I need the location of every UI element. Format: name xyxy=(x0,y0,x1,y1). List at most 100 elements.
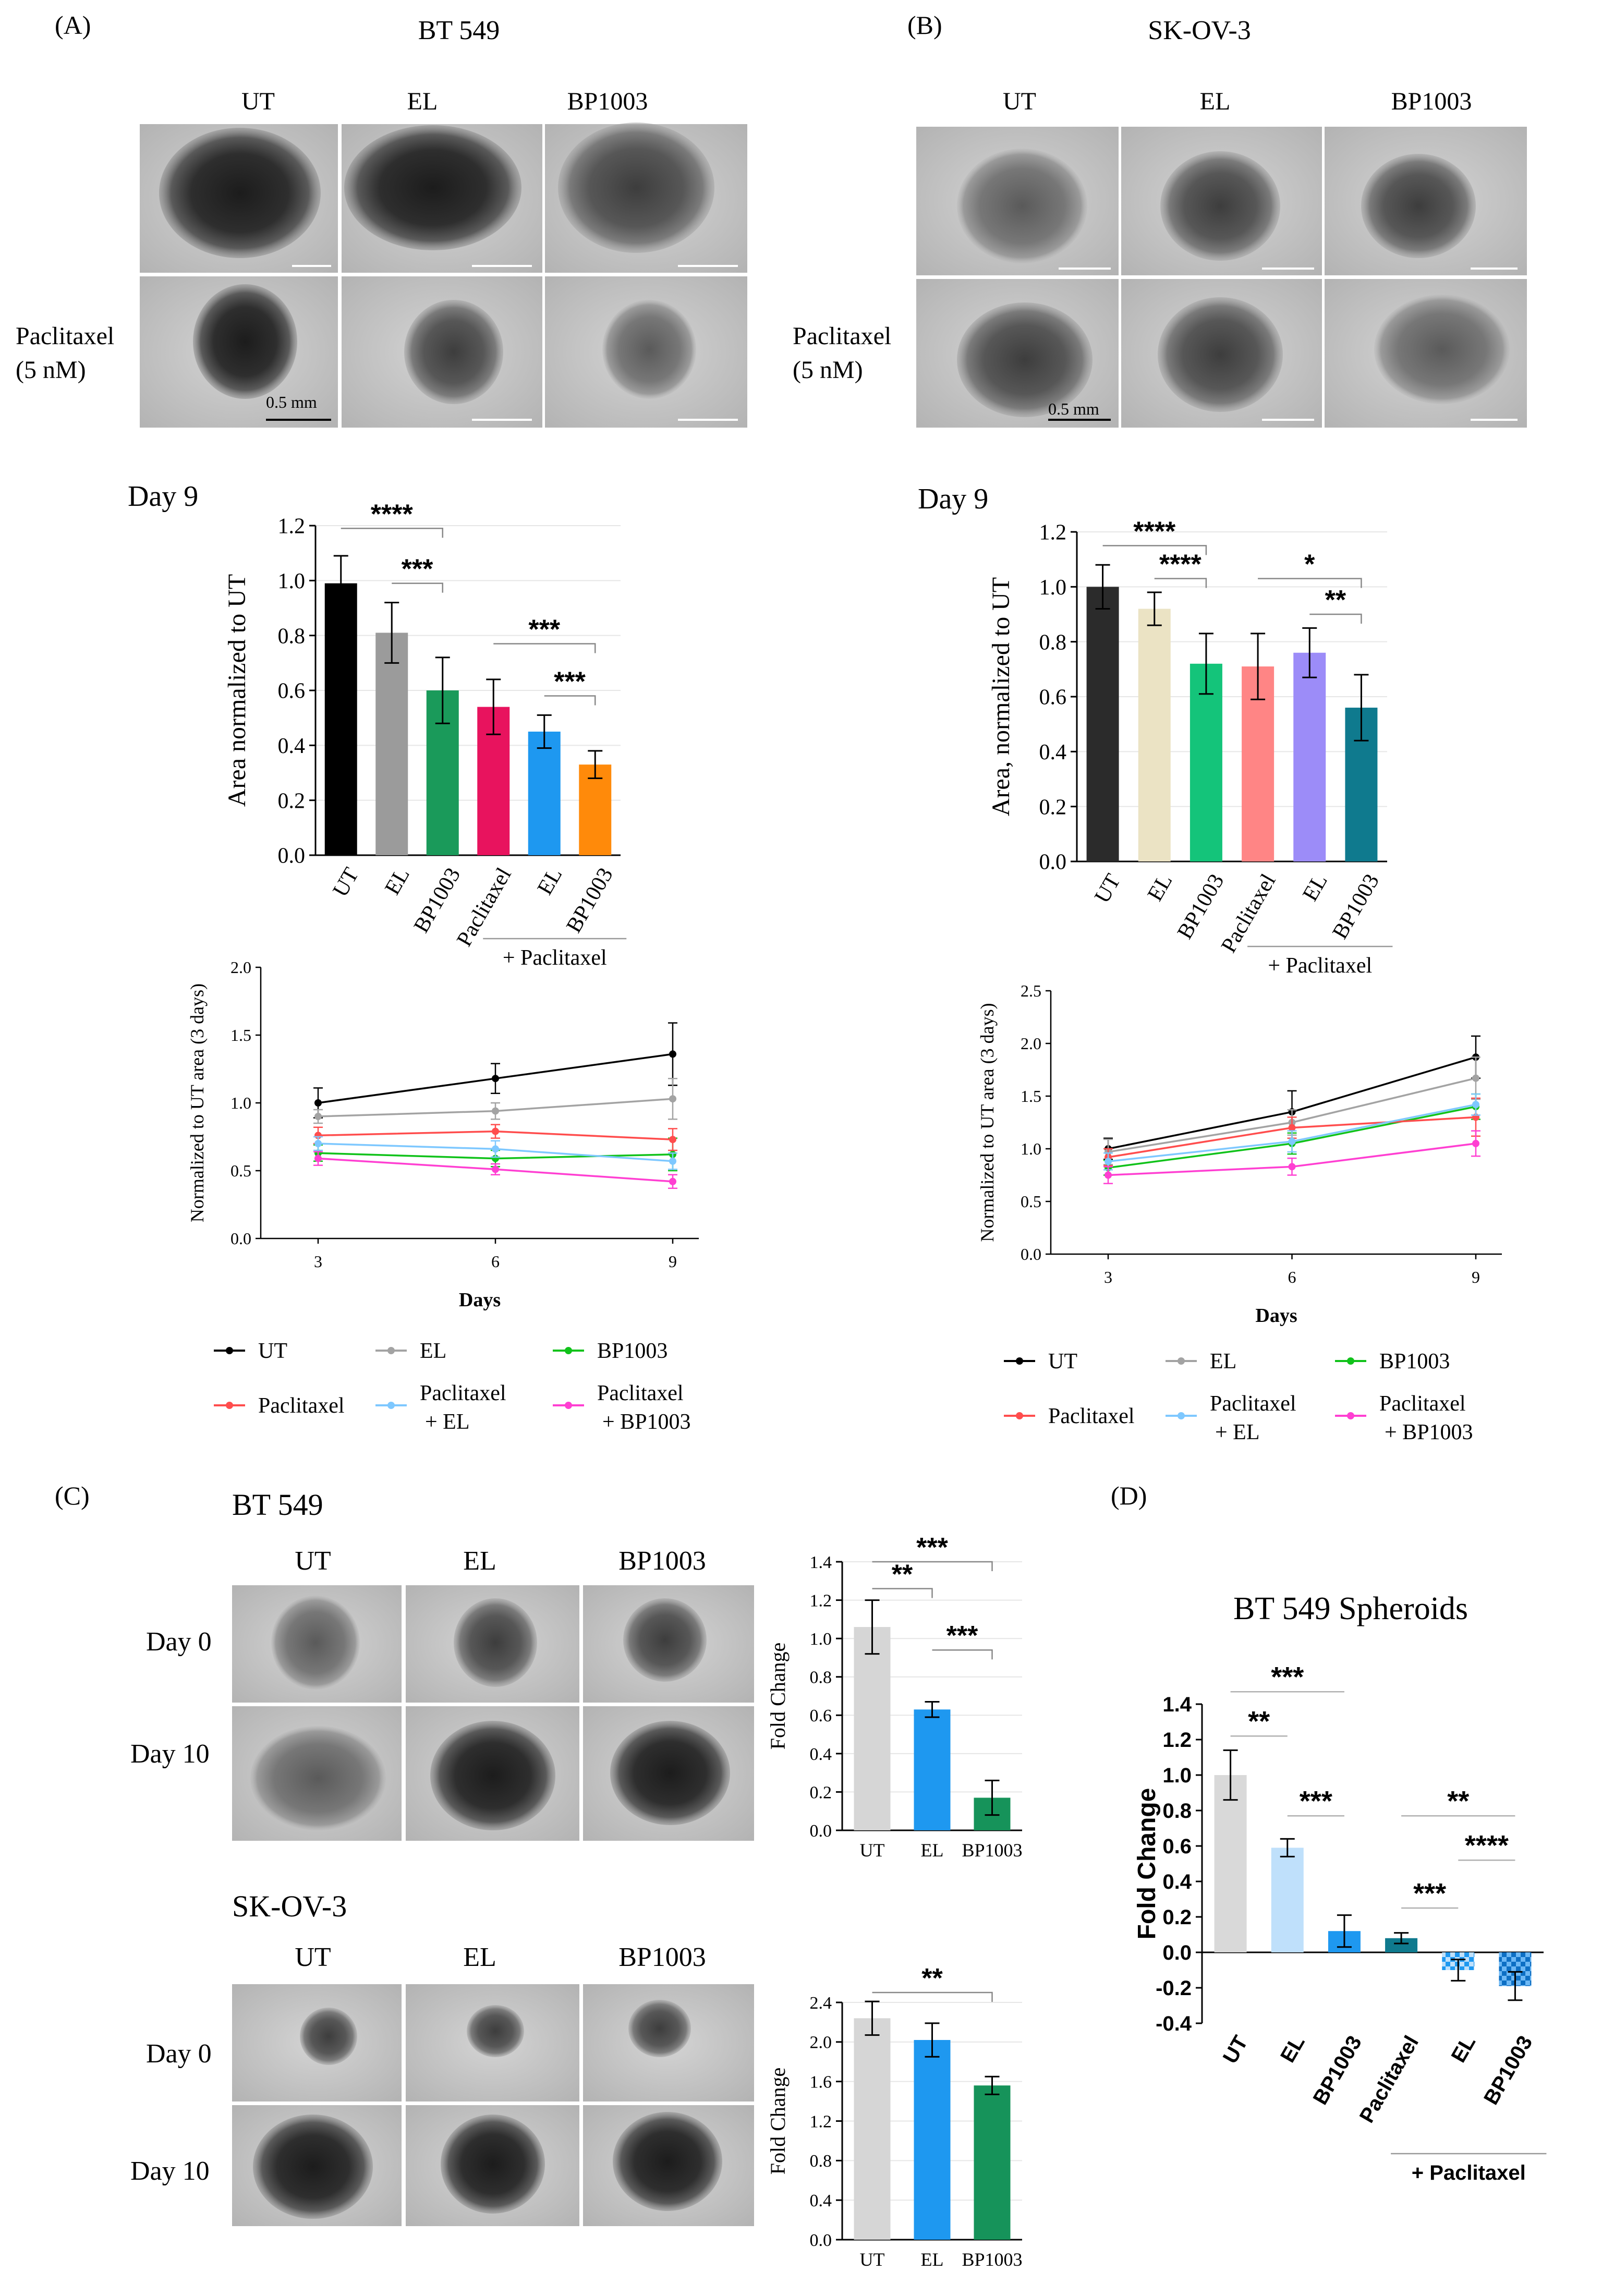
legend-label: Paclitaxel + EL xyxy=(1210,1392,1296,1444)
data-point xyxy=(314,1155,322,1162)
y-tick-label: 0.2 xyxy=(278,789,306,813)
bar-ut xyxy=(1214,1775,1247,1952)
x-tick-label: EL xyxy=(921,2249,944,2270)
x-tick-label: UT xyxy=(1090,870,1125,907)
y-tick-label: 0.8 xyxy=(810,1668,832,1687)
legend-label: Paclitaxel + BP1003 xyxy=(1379,1392,1473,1444)
micrograph-c2-bp1003-day0 xyxy=(583,1984,754,2101)
y-tick-label: 0.5 xyxy=(1021,1192,1041,1211)
x-tick-label: BP1003 xyxy=(1173,870,1229,943)
panel-b-day-label: Day 9 xyxy=(918,483,988,515)
bar-el xyxy=(528,732,561,855)
bar-ut xyxy=(854,1627,891,1830)
significance-stars: **** xyxy=(1159,550,1202,580)
x-tick-label: BP1003 xyxy=(962,2249,1022,2270)
y-tick-label: 0.6 xyxy=(1162,1835,1192,1858)
micrograph-c1-bp1003-day0 xyxy=(583,1585,754,1703)
panel-c-row-day0-2: Day 0 xyxy=(146,2039,212,2069)
micrograph-c2-ut-day10 xyxy=(232,2105,402,2226)
panel-c-col-ut-2: UT xyxy=(295,1942,331,1972)
significance-bracket xyxy=(392,582,443,593)
y-tick-label: 0.4 xyxy=(810,1745,832,1764)
y-tick-label: 1.5 xyxy=(1021,1087,1041,1106)
data-point xyxy=(1472,1074,1479,1082)
legend-label: EL xyxy=(1210,1350,1236,1374)
panel-c-title-1: BT 549 xyxy=(232,1488,323,1522)
significance-stars: *** xyxy=(946,1621,978,1651)
legend-label-line: EL xyxy=(1210,1350,1236,1374)
y-tick-label: 2.4 xyxy=(810,1994,832,2013)
micrograph-b-ut-top xyxy=(916,127,1119,275)
panel-b-row-label-1: Paclitaxel xyxy=(793,322,891,350)
panel-a-col-ut: UT xyxy=(241,88,275,115)
legend-swatch-marker xyxy=(565,1347,572,1354)
chart-c_bar_1: 0.0 0.2 0.4 0.6 0.8 1.0 1.2 1.4 Fold Change UT EL B… xyxy=(766,1533,1023,1861)
y-tick-label: 0.0 xyxy=(810,1821,832,1841)
bar-el xyxy=(914,1709,951,1830)
panel-c-row-day0-1: Day 0 xyxy=(146,1627,212,1657)
chart-c_bar_2: 0.0 0.4 0.8 1.2 1.6 2.0 2.4 Fold Change UT EL BP10… xyxy=(766,1963,1023,2270)
legend-label-line: Paclitaxel xyxy=(420,1381,506,1405)
legend-swatch-marker xyxy=(1016,1412,1023,1419)
legend-label: Paclitaxel xyxy=(1048,1404,1135,1428)
data-point xyxy=(492,1165,499,1173)
panel-a-row-label-1: Paclitaxel xyxy=(16,322,114,350)
micrograph-c1-ut-day0 xyxy=(232,1585,402,1703)
legend-label-line: Paclitaxel xyxy=(1210,1392,1296,1416)
panel-b-row-label-2: (5 nM) xyxy=(793,356,863,384)
legend-label: Paclitaxel xyxy=(258,1394,345,1418)
charts-layer: 0.0 0.2 0.4 0.6 0.8 1.0 1.2 Area normalized to … xyxy=(187,499,1547,2270)
data-point xyxy=(1288,1163,1296,1171)
significance-stars: ** xyxy=(1447,1785,1469,1817)
panel-c-col-el-2: EL xyxy=(463,1942,496,1972)
x-tick-label: EL xyxy=(1143,870,1177,905)
micrograph-c1-ut-day10 xyxy=(232,1706,402,1841)
legend-label-line: + BP1003 xyxy=(1385,1420,1473,1444)
data-point xyxy=(669,1157,676,1165)
data-point xyxy=(1105,1158,1112,1165)
y-tick-label: 0.8 xyxy=(810,2152,832,2171)
panel-a-row-label-2: (5 nM) xyxy=(16,356,86,384)
data-point xyxy=(314,1113,322,1120)
y-tick-label: 1.0 xyxy=(1021,1139,1041,1158)
y-tick-label: 1.0 xyxy=(278,569,306,593)
significance-bracket xyxy=(493,643,596,653)
y-tick-label: -0.4 xyxy=(1156,2012,1192,2035)
y-tick-label: 1.4 xyxy=(810,1553,832,1572)
significance-bracket xyxy=(932,1649,993,1660)
micrograph-c2-el-day10 xyxy=(406,2105,579,2226)
significance-stars: *** xyxy=(1271,1661,1304,1693)
x-tick-label: UT xyxy=(860,1840,885,1861)
significance-stars: ** xyxy=(1325,585,1346,615)
data-point xyxy=(492,1127,499,1135)
legend-label: UT xyxy=(1048,1350,1077,1374)
micrograph-b-el-top xyxy=(1121,127,1322,275)
significance-stars: ** xyxy=(1248,1706,1270,1737)
y-tick-label: 0.8 xyxy=(1039,630,1067,654)
x-tick-label: 6 xyxy=(1288,1268,1296,1286)
significance-stars: ** xyxy=(892,1560,913,1590)
y-tick-label: 0.4 xyxy=(1162,1870,1192,1893)
micrograph-b-el-bottom xyxy=(1121,279,1322,428)
panel-a-scale-label: 0.5 mm xyxy=(266,393,317,411)
bar-bp1003 xyxy=(974,2085,1011,2240)
x-tick-label: BP1003 xyxy=(409,864,466,937)
y-tick-label: 0.6 xyxy=(810,1706,832,1726)
panel-b-micrographs: 0.5 mm xyxy=(916,127,1527,428)
y-tick-label: 0.4 xyxy=(810,2191,832,2210)
x-tick-label: EL xyxy=(1447,2032,1480,2067)
panel-b-title: SK-OV-3 xyxy=(1148,16,1251,45)
y-tick-label: 0.5 xyxy=(230,1161,251,1180)
panel-c-row-day10-1: Day 10 xyxy=(130,1739,210,1769)
micrograph-c1-bp1003-day10 xyxy=(583,1706,754,1841)
micrograph-c1-el-day0 xyxy=(406,1585,579,1703)
x-tick-label: 3 xyxy=(314,1252,322,1271)
y-tick-label: 0.0 xyxy=(1021,1245,1041,1264)
y-tick-label: 0.4 xyxy=(1039,740,1067,764)
y-tick-label: 2.0 xyxy=(230,958,251,977)
micrograph-c2-ut-day0 xyxy=(232,1984,402,2101)
bar-bp1003 xyxy=(1190,663,1222,861)
chart-b_line: 0.0 0.5 1.0 1.5 2.0 2.5 3 6 9 Days Normalized to U… xyxy=(977,981,1502,1327)
